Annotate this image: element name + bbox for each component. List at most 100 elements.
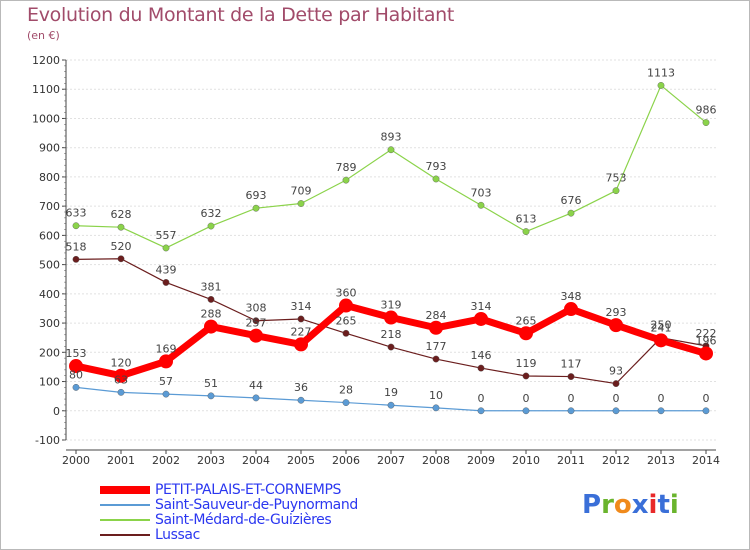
x-tick-label: 2000 — [62, 454, 90, 467]
data-label: 265 — [516, 314, 537, 327]
data-label: 36 — [294, 381, 308, 394]
legend-label: Lussac — [155, 527, 200, 543]
data-point — [522, 372, 530, 380]
data-label: 80 — [69, 368, 83, 381]
data-label: 793 — [426, 160, 447, 173]
data-point — [522, 407, 530, 415]
y-tick-label: 1000 — [32, 112, 60, 125]
data-label: 557 — [156, 229, 177, 242]
data-point — [342, 329, 350, 337]
x-tick-label: 2012 — [602, 454, 630, 467]
data-point — [429, 320, 443, 335]
data-label: 44 — [249, 379, 263, 392]
data-label: 0 — [523, 392, 530, 405]
x-tick-label: 2013 — [647, 454, 675, 467]
data-point — [522, 228, 530, 235]
logo-letter: x — [631, 490, 649, 520]
data-point — [162, 279, 170, 286]
data-label: 709 — [291, 185, 312, 198]
data-point — [207, 222, 215, 230]
data-label: 146 — [471, 349, 492, 362]
data-label: 613 — [516, 213, 537, 226]
data-point — [252, 317, 260, 325]
data-label: 10 — [429, 389, 443, 402]
data-point — [432, 355, 440, 363]
data-point — [477, 407, 485, 415]
y-tick-label: 0 — [53, 405, 60, 418]
y-tick-label: 900 — [39, 142, 60, 155]
data-point — [432, 175, 440, 183]
data-label: 753 — [606, 172, 627, 185]
data-label: 628 — [111, 208, 132, 221]
data-point — [654, 333, 668, 348]
data-label: 319 — [381, 299, 402, 312]
data-point — [657, 407, 665, 415]
series-line-saint-m-dard-de-guizi-res — [75, 84, 707, 249]
data-point — [567, 407, 575, 415]
data-label: 893 — [381, 131, 402, 144]
data-point — [519, 326, 533, 341]
data-point — [702, 407, 710, 415]
data-label: 284 — [426, 309, 447, 322]
logo-letter: o — [613, 490, 632, 520]
data-label: 250 — [651, 319, 672, 332]
data-label: 314 — [291, 300, 312, 313]
logo-letter: i — [648, 490, 658, 520]
data-label: 789 — [336, 161, 357, 174]
data-label: 28 — [339, 384, 353, 397]
data-point — [387, 343, 395, 351]
data-label: 227 — [291, 325, 312, 338]
data-point — [207, 392, 215, 400]
data-label: 93 — [609, 365, 623, 378]
data-point — [297, 315, 305, 323]
data-label: 632 — [201, 207, 222, 220]
data-label: 169 — [156, 342, 177, 355]
data-point — [342, 176, 350, 184]
data-label: 348 — [561, 290, 582, 303]
data-label: 19 — [384, 386, 398, 399]
x-tick-label: 2004 — [242, 454, 270, 467]
data-label: 241 — [651, 321, 672, 334]
data-point — [612, 407, 620, 415]
data-label: 117 — [561, 358, 582, 371]
data-point — [249, 328, 263, 343]
data-label: 381 — [201, 280, 222, 293]
data-label: 518 — [66, 240, 87, 253]
y-tick-label: 400 — [39, 288, 60, 301]
y-tick-label: 300 — [39, 317, 60, 330]
logo-letter: r — [601, 490, 614, 520]
data-point — [72, 255, 80, 263]
legend-swatch — [100, 486, 150, 494]
x-tick-label: 2005 — [287, 454, 315, 467]
data-label: 308 — [246, 302, 267, 315]
data-label: 693 — [246, 189, 267, 202]
x-tick-label: 2007 — [377, 454, 405, 467]
data-point — [342, 399, 350, 406]
logo-letter: t — [657, 490, 670, 520]
data-point — [657, 82, 665, 89]
data-label: 177 — [426, 340, 447, 353]
data-point — [294, 337, 308, 352]
data-label: 265 — [336, 314, 357, 327]
data-label: 633 — [66, 207, 87, 220]
data-point — [702, 119, 710, 126]
y-tick-label: -100 — [35, 434, 60, 447]
data-label: 439 — [156, 263, 177, 276]
data-label: 0 — [568, 392, 575, 405]
data-point — [297, 396, 305, 404]
chart-subtitle: (en €) — [27, 29, 60, 42]
y-tick-label: 1200 — [32, 54, 60, 67]
data-label: 222 — [696, 327, 717, 340]
legend-swatch — [100, 519, 150, 521]
legend-label: Saint-Médard-de-Guizières — [155, 512, 332, 528]
data-label: 0 — [613, 392, 620, 405]
data-label: 314 — [471, 300, 492, 313]
data-point — [69, 359, 83, 374]
data-point — [117, 223, 125, 231]
x-tick-label: 2014 — [692, 454, 720, 467]
data-label: 360 — [336, 287, 357, 300]
data-label: 0 — [658, 392, 665, 405]
y-tick-label: 1100 — [32, 83, 60, 96]
data-point — [699, 346, 713, 361]
